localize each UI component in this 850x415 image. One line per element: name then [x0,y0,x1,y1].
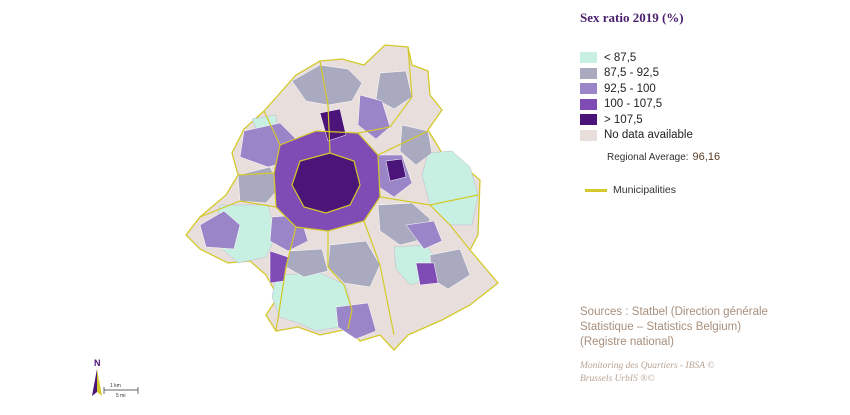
area-lt875-e [421,150,479,226]
area-925-100-s [335,302,377,340]
area-925-100-se [405,220,443,250]
regional-average-value: 96,16 [692,151,721,163]
choropleth-map [180,35,510,360]
legend-item: No data available [580,128,693,144]
legend-swatch [580,52,597,64]
credits-line: Brussels UrbIS ®© [580,374,655,384]
municipalities-label: Municipalities [613,184,677,196]
legend-label: 87,5 - 92,5 [604,67,659,80]
legend-item: 87,5 - 92,5 [580,66,693,82]
legend-item: > 107,5 [580,112,693,128]
area-gt1075-east [385,158,407,182]
scale-km-label: 1 km [110,383,121,389]
legend-label: < 87,5 [604,51,637,64]
legend: < 87,5 87,5 - 92,5 92,5 - 100 100 - 107,… [580,50,693,143]
area-875-925-w [237,166,281,204]
scale-mi-label: 5 mi [116,393,125,399]
legend-label: No data available [604,129,693,142]
credits-text: Monitoring des Quartiers - IBSA © Brusse… [580,360,780,386]
sources-line: (Registre national) [580,336,674,348]
legend-label: 92,5 - 100 [604,82,656,95]
legend-label: > 107,5 [604,113,643,126]
area-lt875-s [271,272,353,332]
municipality-line-swatch [585,188,607,192]
area-875-925-n [291,64,363,106]
credits-line: Monitoring des Quartiers - IBSA © [580,361,715,371]
regional-average-label: Regional Average: [607,152,689,163]
legend-item: 100 - 107,5 [580,97,693,113]
north-arrow-icon: N 1 km 5 mi [92,358,139,399]
area-100-1075-se [415,262,439,286]
regional-average: Regional Average: 96,16 [607,151,720,163]
municipality-borders [199,46,479,336]
legend-swatch [580,83,597,95]
area-875-925-ne [375,70,413,110]
legend-swatch [580,67,597,79]
legend-item: 92,5 - 100 [580,81,693,97]
area-875-925-e [399,124,433,166]
sources-text: Sources : Statbel (Direction générale St… [580,305,810,350]
sources-line: Statistique – Statistics Belgium) [580,321,742,333]
sources-line: Sources : Statbel (Direction générale [580,306,768,318]
map-title: Sex ratio 2019 (%) [580,10,684,25]
legend-swatch [580,129,597,141]
legend-swatch [580,114,597,126]
legend-label: 100 - 107,5 [604,98,663,111]
municipalities-legend: Municipalities [585,184,676,196]
brussels-map-svg [185,44,499,351]
area-925-100-w [199,210,241,250]
north-arrow-scale: N 1 km 5 mi [88,356,148,400]
legend-swatch [580,98,597,110]
north-label: N [94,358,101,368]
legend-item: < 87,5 [580,50,693,66]
